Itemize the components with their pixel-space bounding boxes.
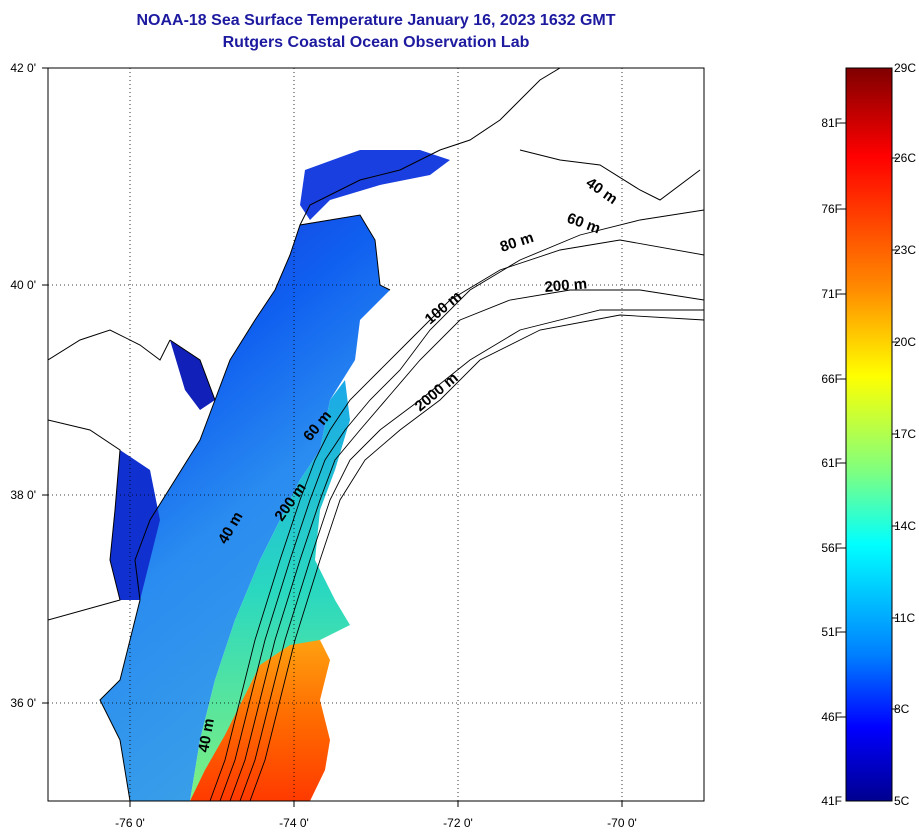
colorbar-ticks [840,122,898,718]
colorbar-label-51f: 51F [821,625,842,639]
lat-label-40: 40 0' [10,278,36,292]
colorbar-label-81f: 81F [821,116,842,130]
lat-label-36: 36 0' [10,696,36,710]
colorbar-label-41f: 41F [821,794,842,808]
map-frame [47,67,705,802]
lon-label-74: -74 0' [279,816,309,830]
colorbar-label-26c: 26C [894,151,917,165]
colorbar-label-29c: 29C [894,61,917,75]
chesapeake-bay-water [110,450,160,600]
bathymetry-contours [209,209,704,801]
colorbar-label-8c: 8C [894,702,910,716]
colorbar-label-46f: 46F [821,710,842,724]
lat-label-38: 38 0' [10,488,36,502]
colorbar-label-76f: 76F [821,202,842,216]
contour-label-200m-north: 200 m [544,275,588,296]
colorbar-label-14c: 14C [894,519,917,533]
long-island-sound-water [300,150,450,220]
contour-label-40m-south: 40 m [195,717,218,754]
colorbar-label-17c: 17C [894,427,917,441]
map-title: NOAA-18 Sea Surface Temperature January … [136,12,616,29]
colorbar-label-66f: 66F [821,372,842,386]
colorbar-label-5c: 5C [894,794,910,808]
lon-label-72: -72 0' [443,816,473,830]
colorbar-label-11c: 11C [894,611,916,625]
lon-label-70: -70 0' [607,816,637,830]
delaware-bay-water [170,340,215,410]
coastline [48,68,701,801]
lon-label-76: -76 0' [115,816,145,830]
colorbar [845,67,893,802]
map-subtitle: Rutgers Coastal Ocean Observation Lab [222,34,530,51]
colorbar-label-61f: 61F [821,456,842,470]
cold-shelf-water [100,215,390,801]
colorbar-label-23c: 23C [894,243,917,257]
lat-label-42: 42 0' [10,61,36,75]
map-grid [48,68,704,801]
colorbar-label-71f: 71F [821,287,842,301]
colorbar-label-56f: 56F [821,541,842,555]
map-ticks [42,67,623,807]
colorbar-label-20c: 20C [894,335,917,349]
